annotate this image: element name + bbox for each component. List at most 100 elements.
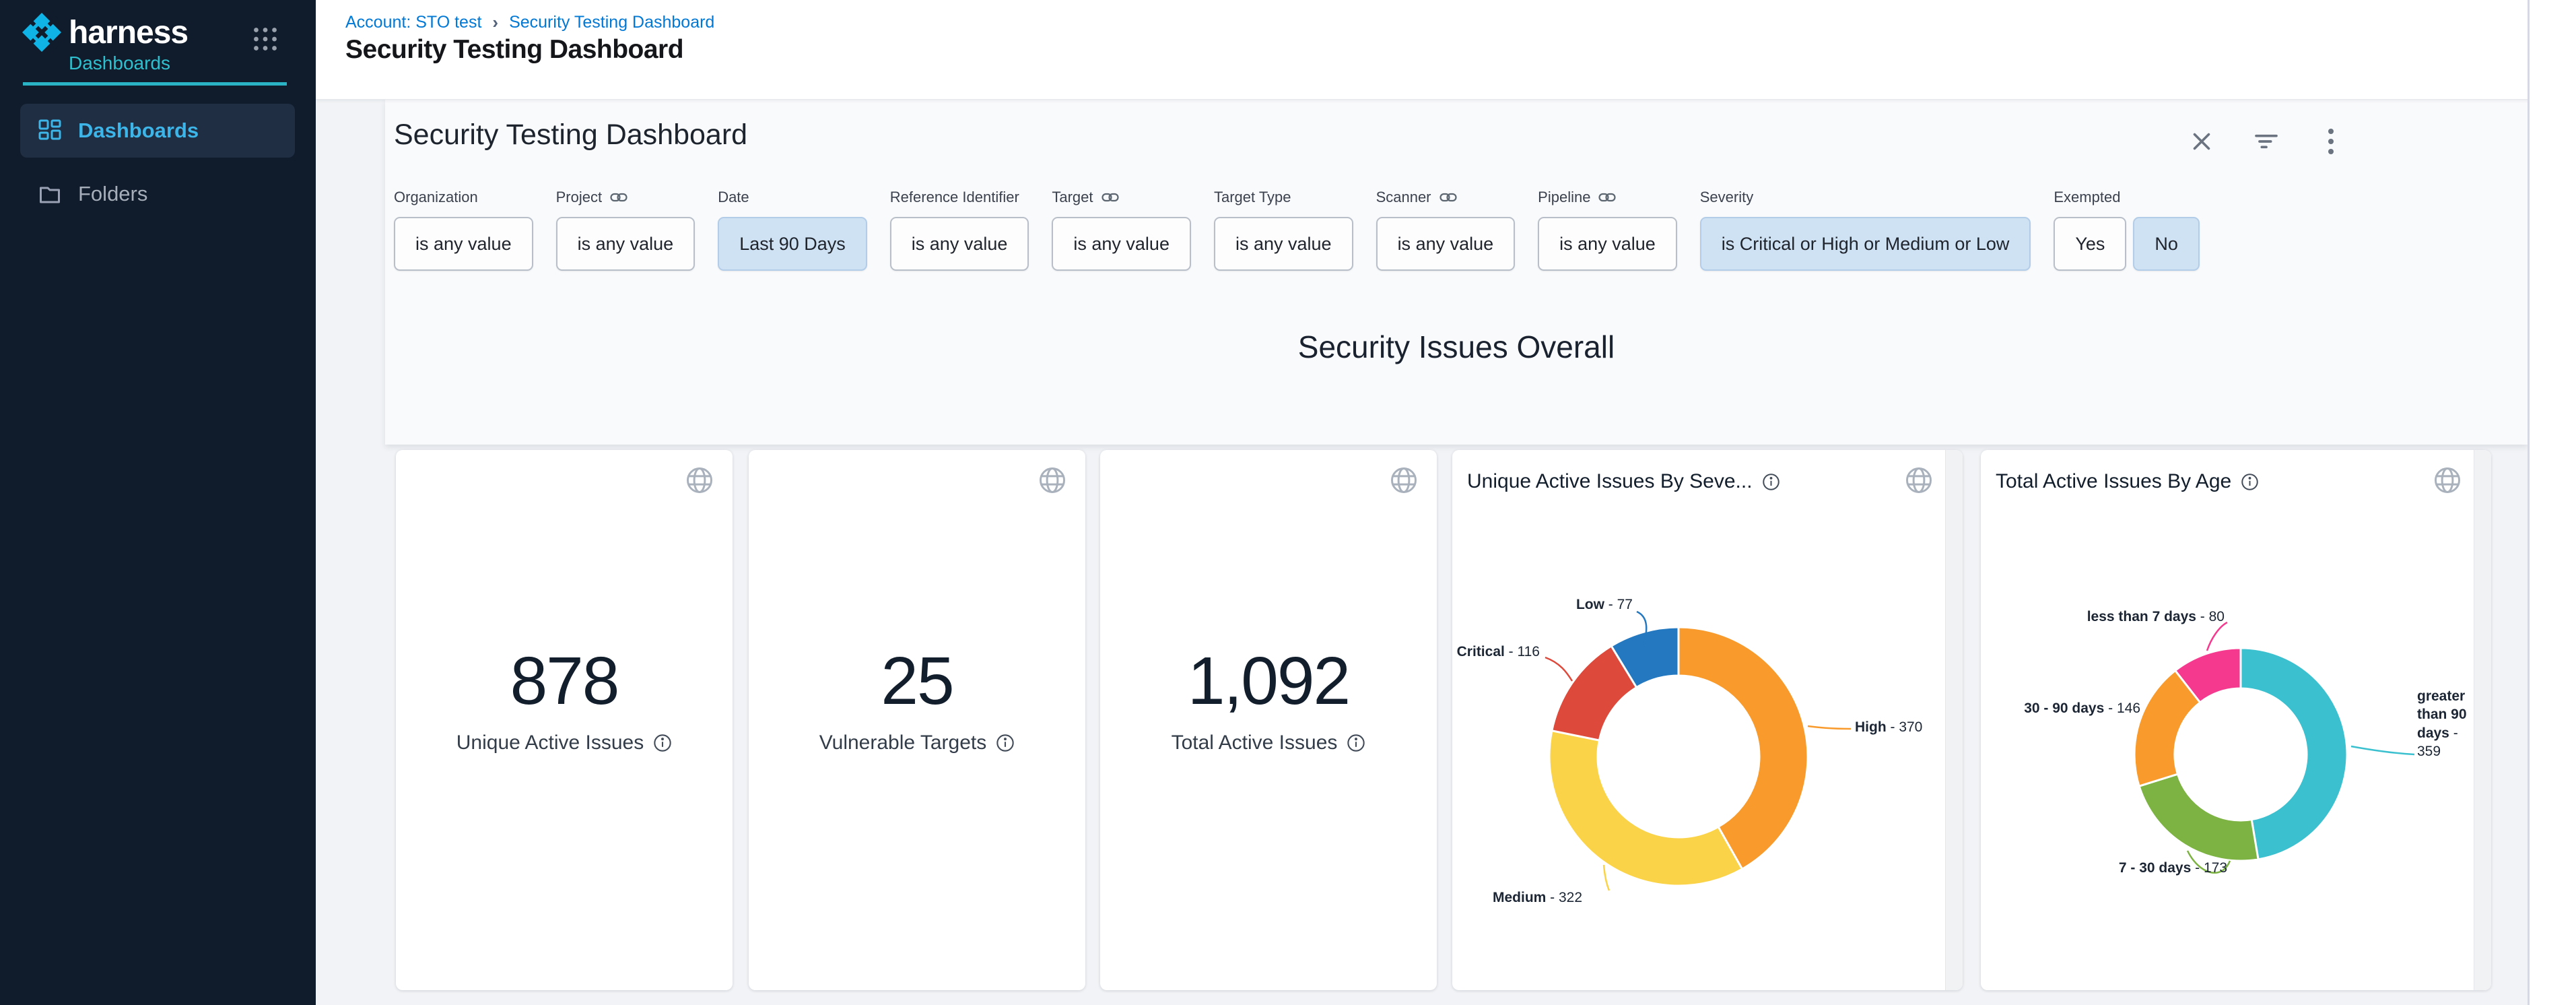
- chart-card-total-active-issues-by-age: Total Active Issues By Age greater than …: [1981, 450, 2491, 990]
- donut-callout-label: 30 - 90 days - 146: [2024, 701, 2140, 717]
- donut-slice[interactable]: [1549, 731, 1742, 886]
- callout-leader-line: [1604, 865, 1609, 890]
- dashboard-toolbar-panel: Security Testing Dashboard Organizatio: [385, 100, 2528, 445]
- stat-label: Vulnerable Targets: [819, 732, 987, 754]
- apps-grid-icon[interactable]: [250, 24, 280, 54]
- donut-slice[interactable]: [2139, 774, 2258, 861]
- breadcrumb: Account: STO test › Security Testing Das…: [345, 12, 714, 33]
- dashboards-icon: [38, 119, 62, 143]
- filter-label: Organization: [394, 189, 478, 206]
- callout-leader-line: [1808, 726, 1851, 729]
- tile-scrollbar[interactable]: [2474, 450, 2491, 990]
- sidebar-divider: [23, 82, 287, 86]
- link-icon: [1101, 192, 1119, 203]
- donut-slice[interactable]: [1679, 627, 1808, 869]
- callout-leader-line: [2351, 746, 2414, 754]
- filter-value-box[interactable]: is any value: [1052, 217, 1191, 271]
- vertical-scrollbar[interactable]: [2528, 0, 2576, 1005]
- filter-icon[interactable]: [2251, 127, 2281, 156]
- globe-icon[interactable]: [1390, 466, 1418, 494]
- breadcrumb-page-link[interactable]: Security Testing Dashboard: [509, 13, 714, 32]
- globe-icon[interactable]: [1038, 466, 1066, 494]
- harness-logo-icon: [20, 11, 63, 54]
- tile-scrollbar[interactable]: [1945, 450, 1963, 990]
- content-area: Security Testing Dashboard Organizatio: [316, 100, 2528, 1005]
- link-icon: [1439, 192, 1457, 203]
- callout-leader-line: [1545, 657, 1572, 681]
- page-title: Security Testing Dashboard: [345, 35, 683, 65]
- donut-callout-label: Medium - 322: [1493, 890, 1582, 906]
- filter-value-box[interactable]: Last 90 Days: [718, 217, 867, 271]
- stat-value: 1,092: [1100, 643, 1437, 720]
- filter-pipeline: Pipeline is any value: [1538, 186, 1677, 271]
- breadcrumb-account-link[interactable]: Account: STO test: [345, 13, 481, 32]
- filter-exempted-no[interactable]: No: [2133, 217, 2200, 271]
- filter-value-box[interactable]: is any value: [394, 217, 533, 271]
- link-icon: [1598, 192, 1616, 203]
- stat-card-vulnerable-targets: 25 Vulnerable Targets: [749, 450, 1085, 990]
- chart-card-unique-active-issues-by-severity: Unique Active Issues By Seve... High - 3…: [1452, 450, 1963, 990]
- donut-callout-label: 7 - 30 days - 173: [2119, 860, 2227, 876]
- filter-target-type: Target Type is any value: [1214, 186, 1353, 271]
- filter-value-box[interactable]: is any value: [556, 217, 696, 271]
- stat-label: Total Active Issues: [1172, 732, 1338, 754]
- filter-value-box[interactable]: is Critical or High or Medium or Low: [1700, 217, 2031, 271]
- filter-project: Project is any value: [556, 186, 696, 271]
- section-heading: Security Issues Overall: [385, 329, 2528, 365]
- filter-target: Target is any value: [1052, 186, 1191, 271]
- brand-name: harness: [69, 14, 188, 51]
- top-header: Account: STO test › Security Testing Das…: [316, 0, 2576, 100]
- filter-date: Date Last 90 Days: [718, 186, 867, 271]
- filter-exempted-yes[interactable]: Yes: [2054, 217, 2126, 271]
- filter-value-box[interactable]: is any value: [1214, 217, 1353, 271]
- brand-subtitle: Dashboards: [69, 53, 170, 74]
- info-icon[interactable]: [1347, 734, 1365, 752]
- donut-callout-label: Low - 77: [1576, 597, 1633, 613]
- filter-label: Scanner: [1376, 189, 1431, 206]
- donut-callout-label: Critical - 116: [1457, 644, 1540, 660]
- filter-label: Date: [718, 189, 749, 206]
- filters-row: Organization is any value Project is any…: [394, 186, 2200, 271]
- filter-label: Exempted: [2054, 189, 2120, 206]
- dashboard-title: Security Testing Dashboard: [394, 119, 747, 152]
- donut-slice[interactable]: [2241, 648, 2347, 860]
- filter-label: Pipeline: [1538, 189, 1590, 206]
- info-icon[interactable]: [996, 734, 1015, 752]
- dashboard-actions: [2187, 127, 2346, 156]
- info-icon[interactable]: [653, 734, 672, 752]
- filter-exempted: Exempted Yes No: [2054, 186, 2200, 271]
- donut-chart-age: [1981, 450, 2491, 990]
- filter-label: Reference Identifier: [890, 189, 1019, 206]
- stat-card-unique-active-issues: 878 Unique Active Issues: [396, 450, 733, 990]
- filter-label: Severity: [1700, 189, 1753, 206]
- stat-card-total-active-issues: 1,092 Total Active Issues: [1100, 450, 1437, 990]
- filter-severity: Severity is Critical or High or Medium o…: [1700, 186, 2031, 271]
- filter-organization: Organization is any value: [394, 186, 533, 271]
- filter-value-box[interactable]: is any value: [1376, 217, 1516, 271]
- donut-callout-label: greater than 90 days - 359: [2417, 687, 2472, 760]
- filter-label: Project: [556, 189, 602, 206]
- close-icon[interactable]: [2187, 127, 2216, 156]
- folder-icon: [38, 182, 62, 206]
- filter-value-box[interactable]: is any value: [1538, 217, 1677, 271]
- brand[interactable]: harness: [20, 11, 188, 54]
- sidebar-item-folders[interactable]: Folders: [20, 172, 295, 216]
- sidebar-item-label: Folders: [78, 182, 147, 206]
- globe-icon[interactable]: [685, 466, 714, 494]
- stat-label: Unique Active Issues: [456, 732, 644, 754]
- filter-reference-identifier: Reference Identifier is any value: [890, 186, 1029, 271]
- donut-callout-label: less than 7 days - 80: [2087, 609, 2225, 625]
- link-icon: [610, 192, 628, 203]
- filter-label: Target Type: [1214, 189, 1291, 206]
- filter-value-box[interactable]: is any value: [890, 217, 1029, 271]
- stat-value: 878: [396, 643, 733, 720]
- kebab-menu-icon[interactable]: [2316, 127, 2346, 156]
- sidebar: harness Dashboards Dashboards Folders: [0, 0, 316, 1005]
- sidebar-item-dashboards[interactable]: Dashboards: [20, 104, 295, 158]
- stat-value: 25: [749, 643, 1085, 720]
- breadcrumb-separator: ›: [492, 12, 498, 33]
- donut-callout-label: High - 370: [1855, 719, 1922, 736]
- filter-label: Target: [1052, 189, 1093, 206]
- filter-scanner: Scanner is any value: [1376, 186, 1516, 271]
- sidebar-item-label: Dashboards: [78, 119, 199, 143]
